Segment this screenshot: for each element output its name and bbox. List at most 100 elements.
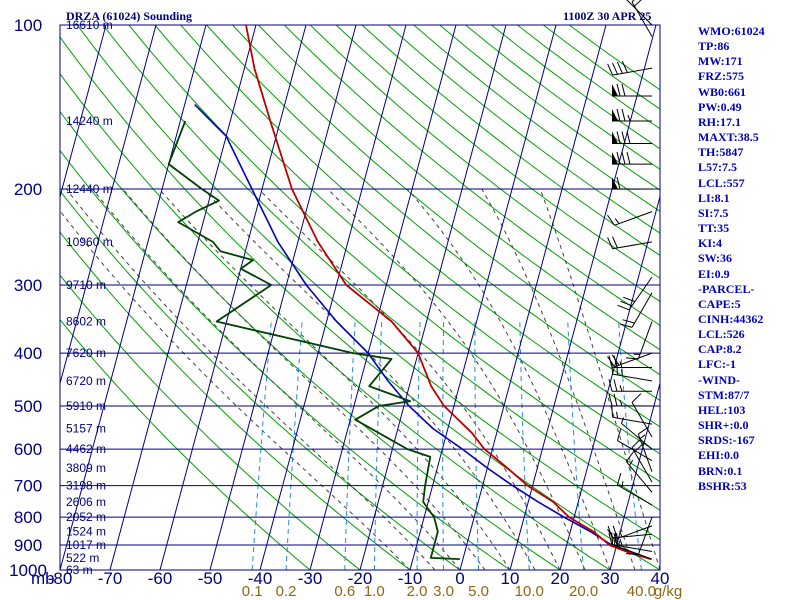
wind-barb-full <box>616 83 621 97</box>
mixing-ratio-line <box>344 321 356 570</box>
wind-barb-full <box>608 379 613 392</box>
index-entry: TT:35 <box>698 221 730 236</box>
wind-barb-full <box>611 354 620 366</box>
wind-barb-shaft <box>626 0 653 26</box>
wind-barb-half <box>619 530 623 538</box>
wind-barb-full <box>617 304 630 311</box>
wind-barb <box>617 276 653 311</box>
index-entry: EI:0.9 <box>698 266 730 281</box>
mixing-ratio-label: 0.1 <box>242 583 263 600</box>
wind-barb <box>611 151 653 165</box>
dry-adiabat-line <box>60 190 461 570</box>
wind-barb-full <box>623 296 635 303</box>
mixing-ratio-line <box>519 321 530 570</box>
temperature-tick-label: 40 <box>651 569 670 588</box>
temperature-tick-label: -30 <box>298 569 323 588</box>
height-label: 63 m <box>66 563 93 577</box>
wind-barb-full <box>622 319 635 324</box>
wind-barb-full <box>611 532 614 545</box>
wind-barb <box>611 131 653 145</box>
dry-adiabat-line <box>283 25 660 326</box>
pressure-tick-label: 500 <box>14 397 42 416</box>
mixing-ratio-line <box>618 321 642 570</box>
mixing-ratio-label: 0.2 <box>276 583 297 600</box>
index-entry: -PARCEL- <box>698 281 755 296</box>
wind-barb-full <box>607 237 614 250</box>
temperature-tick-label: 30 <box>601 569 620 588</box>
wind-barb-shaft <box>614 525 653 541</box>
index-entry: LCL:526 <box>698 327 745 342</box>
temperature-tick-label: -70 <box>98 569 123 588</box>
pressure-tick-label: 1000 <box>9 561 47 580</box>
wind-barb-full <box>608 532 613 546</box>
wind-barb <box>608 393 653 407</box>
pressure-tick-label: 900 <box>14 536 42 555</box>
index-entry: SW:36 <box>698 251 733 266</box>
isotherm-line <box>509 25 657 570</box>
mixing-ratio-line <box>251 321 272 570</box>
wind-barb-flag <box>612 152 618 165</box>
index-entry: SHR+:0.0 <box>698 418 749 433</box>
wind-barb-shaft <box>637 321 653 360</box>
wind-barb-full <box>616 473 622 486</box>
index-entry: KI:4 <box>698 236 722 251</box>
temperature-tick-label: -10 <box>398 569 423 588</box>
wind-barb-half <box>639 434 646 440</box>
wind-barb <box>607 236 653 250</box>
wind-barb-flag <box>612 84 618 96</box>
dry-adiabat-line <box>60 36 660 570</box>
wind-barb-shaft <box>617 484 653 506</box>
wind-barb-half <box>619 538 623 546</box>
plot-frame <box>59 24 661 571</box>
temperature-tick-label: -40 <box>248 569 273 588</box>
wind-barb-shaft <box>631 402 653 438</box>
dry-adiabat-line <box>335 25 660 279</box>
wind-barb-full <box>616 428 622 441</box>
wind-barb <box>625 451 653 493</box>
wind-barb-shaft <box>625 461 653 493</box>
wind-barb-shaft <box>614 544 653 560</box>
moist-adiabat-line <box>92 188 461 570</box>
height-label: 5157 m <box>66 421 106 435</box>
index-entry: MW:171 <box>698 54 743 69</box>
mixing-ratio-line <box>474 321 480 570</box>
wind-barb-full <box>625 553 639 556</box>
height-label: 8602 m <box>66 315 106 329</box>
wind-barb <box>616 428 653 462</box>
wind-barb-full <box>607 63 614 76</box>
height-label: 6720 m <box>66 374 106 388</box>
wind-barb-full <box>608 393 613 407</box>
wind-barb-shaft <box>631 292 653 328</box>
pressure-tick-label: 700 <box>14 477 42 496</box>
wind-barb-full <box>607 214 615 226</box>
wind-barb <box>631 393 653 438</box>
index-entry: CAP:8.2 <box>698 342 742 357</box>
wind-barb-shaft <box>631 447 653 483</box>
wind-barb-full <box>607 356 615 368</box>
isotherm-line <box>109 25 257 570</box>
index-entry: CAPE:5 <box>698 296 741 311</box>
moist-adiabat-line <box>158 188 511 570</box>
wind-barb-full <box>616 176 621 190</box>
wind-barb-half <box>619 385 623 392</box>
index-entry: MAXT:38.5 <box>698 130 759 145</box>
wind-barb-half <box>616 411 618 419</box>
isotherm-line <box>60 25 207 570</box>
mixing-ratio-line <box>442 321 445 570</box>
wind-barbs <box>607 0 653 560</box>
pressure-tick-label: 600 <box>14 440 42 459</box>
wind-barb-full <box>620 300 633 307</box>
wind-barb-half <box>629 459 634 466</box>
temperature-tick-label: -60 <box>148 569 173 588</box>
index-entry: PW:0.49 <box>698 99 742 114</box>
wind-barb <box>626 0 653 26</box>
index-entry: RH:17.1 <box>698 114 741 129</box>
index-entry: BRN:0.1 <box>698 463 743 478</box>
mixing-ratio-label: 10.0 <box>515 583 544 600</box>
wind-barb-shaft <box>617 440 653 462</box>
mixing-ratio-line <box>373 321 383 570</box>
temperature-tick-label: -50 <box>198 569 223 588</box>
wind-barb <box>611 83 653 97</box>
mixing-ratio-unit: g/kg <box>654 583 682 600</box>
wind-barb-full <box>631 438 642 448</box>
